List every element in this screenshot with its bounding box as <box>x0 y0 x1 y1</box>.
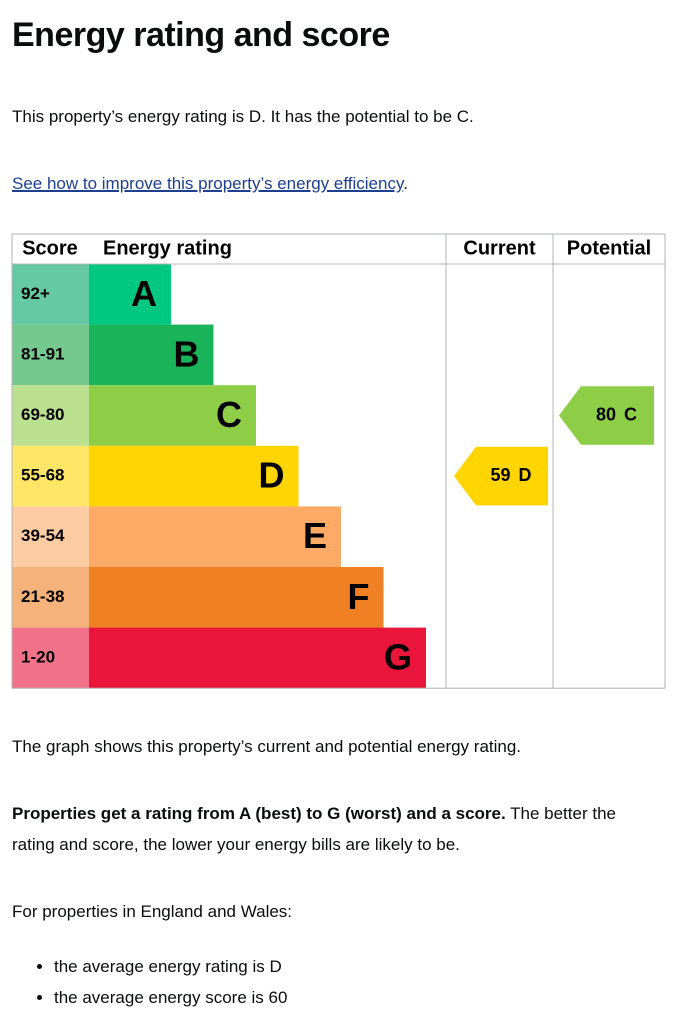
rating-letter: F <box>348 576 370 617</box>
page-title: Energy rating and score <box>12 16 390 54</box>
potential-rating: C <box>624 404 637 424</box>
score-range: 1-20 <box>21 647 55 666</box>
explanation: Properties get a rating from A (best) to… <box>12 798 662 860</box>
score-range: 69-80 <box>21 405 64 424</box>
current-arrow <box>454 446 548 506</box>
rating-letter: B <box>174 333 200 374</box>
score-cell <box>12 506 89 567</box>
score-cell <box>12 324 89 386</box>
current-rating: D <box>519 465 532 485</box>
rating-letter: E <box>303 515 327 556</box>
column-header: Energy rating <box>103 237 232 259</box>
explanation-bold: Properties get a rating from A (best) to… <box>12 804 506 823</box>
rating-bar <box>89 445 299 507</box>
column-header: Current <box>463 237 536 259</box>
column-header: Potential <box>567 237 651 259</box>
intro: This property’s energy rating is D. It h… <box>12 107 474 126</box>
score-cell <box>12 567 89 628</box>
potential-label: 80 C <box>596 404 637 424</box>
rating-bar <box>89 627 426 689</box>
score-cell <box>12 264 89 325</box>
score-range: 21-38 <box>21 587 64 606</box>
potential-score: 80 <box>596 404 616 424</box>
bullet-list: the average energy rating is D the avera… <box>12 951 287 1013</box>
score-range: 55-68 <box>21 466 64 485</box>
energy-chart: Score Energy rating Current Potential 92+ A 81… <box>11 233 666 689</box>
bullet: the average energy score is 60 <box>54 982 287 1013</box>
graph-note: The graph shows this property’s current … <box>12 737 522 756</box>
rating-letter: A <box>131 273 157 314</box>
score-range: 81-91 <box>21 344 64 363</box>
score-cell <box>12 445 89 507</box>
rating-bar <box>89 567 384 628</box>
link-after: . <box>403 174 408 193</box>
rating-letter: G <box>384 636 412 677</box>
chart-border <box>11 233 666 689</box>
score-cell <box>12 385 89 446</box>
column-header: Score <box>22 237 78 259</box>
rating-letter: C <box>216 394 242 435</box>
rating-bar <box>89 506 341 567</box>
score-cell <box>12 627 89 689</box>
score-range: 92+ <box>21 284 50 303</box>
improve-link[interactable]: See how to improve this property’s energ… <box>12 174 404 193</box>
rating-bar <box>89 264 171 325</box>
current-score: 59 <box>490 465 510 485</box>
rating-bar <box>89 385 256 446</box>
potential-arrow <box>559 386 654 445</box>
average-intro: For properties in England and Wales: <box>12 902 293 921</box>
rating-letter: D <box>259 455 285 496</box>
link-line: See how to improve this property’s energ… <box>12 168 408 199</box>
score-range: 39-54 <box>21 526 65 545</box>
explanation-rest: The better the rating and score, the low… <box>12 804 616 854</box>
current-label: 59 D <box>490 465 531 485</box>
rating-bar <box>89 324 214 386</box>
bullet: the average energy rating is D <box>54 951 287 982</box>
